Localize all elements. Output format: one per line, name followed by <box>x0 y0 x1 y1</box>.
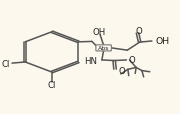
Text: OH: OH <box>155 37 170 46</box>
Text: HN: HN <box>84 57 98 66</box>
Text: Cl: Cl <box>48 81 56 90</box>
FancyBboxPatch shape <box>96 45 111 52</box>
Text: OH: OH <box>93 28 106 37</box>
Text: O: O <box>135 27 142 36</box>
Text: O: O <box>118 66 125 75</box>
Text: O: O <box>128 55 135 64</box>
Text: Cl: Cl <box>1 59 9 68</box>
Text: Abs: Abs <box>98 46 109 51</box>
